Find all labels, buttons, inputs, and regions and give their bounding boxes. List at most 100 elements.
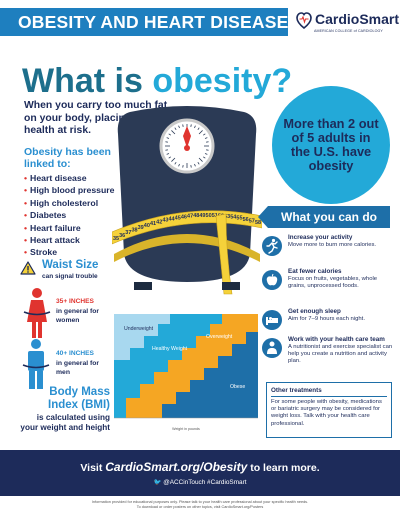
footer-visit-suffix: to learn more. [247, 462, 320, 474]
tape-number: 44 [169, 216, 176, 222]
dial-tick [198, 130, 203, 135]
scale-illustration: 3536373839404142434445464748495051525354… [112, 106, 262, 295]
bmi-title: Body Mass Index (BMI) [48, 386, 110, 411]
dial-tick [168, 133, 172, 136]
action-title: Increase your activity [288, 234, 353, 241]
tape-hang [215, 213, 233, 295]
man-figure-icon [22, 339, 50, 389]
dial-needle [183, 126, 191, 148]
bmi-zone-label: Healthy Weight [152, 346, 188, 352]
footer-visit: Visit CardioSmart.org/Obesity to learn m… [0, 460, 400, 474]
dial-tick [178, 125, 180, 129]
warning-icon [20, 261, 36, 275]
tape-number: 36 [119, 233, 125, 239]
main-title-part1: What is [22, 62, 153, 100]
logo-subtitle: AMERICAN COLLEGE of CARDIOLOGY [314, 29, 383, 33]
action-desc: Focus on fruits, vegetables, whole grain… [288, 276, 378, 290]
footer-bar [0, 450, 400, 496]
dial-tick [204, 137, 208, 139]
list-item: Stroke [24, 246, 115, 258]
scale-foot-left [134, 282, 152, 290]
tape-number: 40 [144, 223, 150, 229]
tape-number: 38 [131, 228, 137, 234]
tape-number: 46 [181, 214, 187, 220]
list-item: High blood pressure [24, 184, 114, 196]
scale-foot-right [222, 282, 240, 290]
other-treatments-desc: For some people with obesity, medication… [271, 399, 382, 427]
woman-figure-icon [23, 288, 51, 338]
tape-number: 54 [230, 215, 237, 221]
tape-number: 56 [243, 217, 249, 223]
bmi-underweight-zone [114, 314, 170, 360]
disclaimer-line: To download or order posters on other to… [136, 505, 264, 509]
footer-visit-prefix: Visit [80, 462, 106, 474]
dial-tick [194, 125, 196, 129]
cardiosmart-logo[interactable]: CardioSmart AMERICAN COLLEGE of CARDIOLO… [296, 10, 400, 38]
dial-ticks [165, 124, 209, 168]
bmi-desc: is calculated using your weight and heig… [20, 413, 110, 432]
dial-tick [197, 127, 200, 131]
dial-tick [166, 153, 170, 155]
banner-arrow [258, 206, 268, 228]
women-waist-text: in general for women [56, 308, 100, 324]
dial-center [184, 145, 190, 151]
dial-tick [198, 157, 203, 162]
dial-tick [166, 137, 170, 139]
action-title: Work with your health care team [288, 336, 385, 343]
stat-text: More than 2 out of 5 adults in the U.S. … [283, 116, 379, 173]
footer-social-text: @ACCinTouch #CardioSmart [163, 479, 247, 486]
main-title: What is obesity? [22, 62, 292, 101]
waist-title: Waist Size [42, 259, 99, 271]
intro-text: When you carry too much fat on your body… [24, 100, 168, 136]
action-desc: Move more to burn more calories. [288, 242, 377, 248]
men-waist-text: in general for men [56, 360, 100, 376]
doctor-icon [262, 338, 282, 358]
dial-tick [174, 127, 177, 131]
tape-number: 37 [125, 230, 131, 236]
waist-subtitle: can signal trouble [42, 273, 98, 280]
heart-logo-icon [296, 12, 312, 30]
other-treatments-title: Other treatments [271, 387, 387, 397]
list-item: Heart disease [24, 172, 115, 184]
tape-number: 42 [156, 219, 162, 225]
disclaimer: Information provided for educational pur… [0, 500, 400, 510]
twitter-icon: 🐦 [153, 479, 162, 486]
dial-tick [168, 156, 172, 159]
tape-number: 50 [206, 213, 212, 219]
header-title: OBESITY AND HEART DISEASE [18, 12, 289, 32]
running-icon [262, 236, 282, 256]
conditions-list: Heart disease High blood pressure High c… [24, 172, 115, 259]
list-item: Diabetes [24, 209, 115, 221]
tape-number: 53 [224, 214, 230, 220]
action-title: Get enough sleep [288, 308, 341, 315]
dial-tick [197, 161, 200, 165]
tape-number: 41 [150, 221, 156, 227]
action-desc: Aim for 7–9 hours each night. [288, 316, 365, 322]
tape-number: 35 [113, 236, 119, 242]
apple-icon [262, 270, 282, 290]
logo-name: CardioSmart [315, 11, 400, 27]
main-title-part2: obesity? [152, 62, 293, 100]
tape-number: 45 [175, 215, 181, 221]
dial-tick [202, 133, 206, 136]
dial-tick [194, 163, 196, 167]
list-item: High cholesterol [24, 197, 115, 209]
tape-number: 39 [138, 225, 144, 231]
disclaimer-line: Information provided for educational pur… [91, 500, 309, 504]
list-item: Heart failure [24, 222, 115, 234]
linked-title: Obesity has been linked to: [24, 146, 111, 170]
footer-site-link[interactable]: CardioSmart.org/Obesity [105, 460, 248, 474]
tape-number: 49 [199, 213, 205, 219]
tape-number: 48 [193, 213, 199, 219]
list-item: Heart attack [24, 234, 115, 246]
men-waist-measure: 40+ INCHES [56, 350, 94, 357]
other-treatments-box: Other treatments For some people with ob… [266, 382, 392, 438]
tape-number: 47 [187, 214, 193, 220]
footer-social: 🐦 @ACCinTouch #CardioSmart [0, 478, 400, 486]
tape-number: 43 [162, 218, 168, 224]
dial-tick [178, 163, 180, 167]
bmi-zone-label: Underweight [124, 326, 154, 332]
dial-tick [171, 157, 176, 162]
bmi-zone-label: Obese [230, 384, 245, 390]
